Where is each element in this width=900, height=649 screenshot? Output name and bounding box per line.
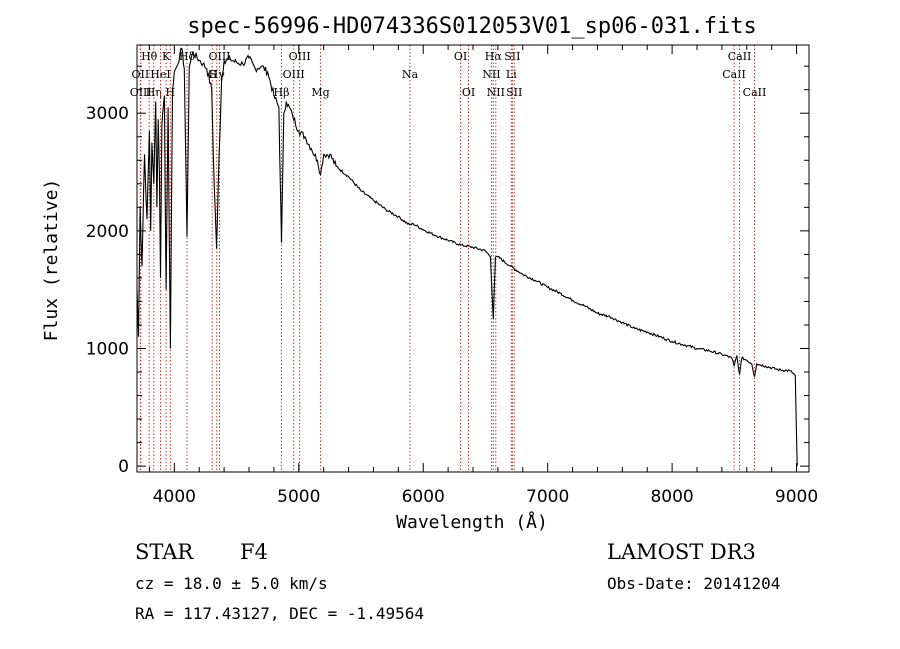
redshift-cz: cz = 18.0 ± 5.0 km/s: [135, 574, 328, 593]
x-tick-label: 7000: [526, 487, 569, 507]
marker-label: CaII: [722, 68, 746, 81]
marker-label: OI: [462, 86, 475, 99]
marker-label: OI: [454, 50, 467, 63]
marker-label: CaII: [743, 86, 767, 99]
marker-label: H: [166, 86, 176, 99]
marker-label: Hβ: [274, 86, 290, 99]
object-subclass: F4: [240, 540, 268, 564]
marker-label: OIII: [208, 50, 230, 63]
x-tick-label: 6000: [402, 487, 445, 507]
line-markers: HθOIIOIIIHηHeIKHHδGOIIIHγHβOIIIOIIIMgNaO…: [130, 45, 767, 472]
chart-title: spec-56996-HD074336S012053V01_sp06-031.f…: [187, 14, 757, 39]
marker-label: Li: [506, 68, 517, 81]
ra-dec: RA = 117.43127, DEC = -1.49564: [135, 604, 424, 623]
marker-label: OIII: [130, 86, 152, 99]
x-tick-label: 8000: [650, 487, 693, 507]
plot-frame: [136, 44, 810, 473]
x-axis: 4000 5000 6000 7000 8000 9000: [148, 45, 818, 507]
y-axis-label: Flux (relative): [41, 179, 62, 342]
x-tick-label: 9000: [775, 487, 818, 507]
marker-label: OIII: [283, 68, 305, 81]
marker-label: Hα: [485, 50, 503, 63]
observation-date: Obs-Date: 20141204: [607, 574, 781, 593]
survey-name: LAMOST DR3: [607, 540, 756, 564]
flux-series-line: [136, 47, 798, 467]
y-axis: 0 1000 2000 3000: [86, 65, 809, 477]
x-tick-label: 4000: [153, 487, 196, 507]
y-tick-label: 3000: [86, 104, 129, 124]
marker-label: OIII: [289, 50, 311, 63]
x-tick-label: 5000: [277, 487, 320, 507]
marker-label: Hθ: [141, 50, 158, 63]
y-tick-label: 2000: [86, 222, 129, 242]
marker-label: NII: [487, 86, 505, 99]
x-axis-label: Wavelength (Å): [396, 511, 548, 533]
marker-label: Hγ: [209, 68, 226, 81]
marker-label: HeI: [150, 68, 170, 81]
marker-label: K: [162, 50, 171, 63]
marker-label: SII: [506, 86, 522, 99]
y-tick-label: 0: [118, 457, 129, 477]
marker-label: G: [208, 68, 217, 81]
marker-label: Hη: [146, 86, 162, 99]
marker-label: Na: [402, 68, 419, 81]
marker-label: Mg: [311, 86, 329, 99]
marker-label: CaII: [728, 50, 752, 63]
marker-label: SII: [504, 50, 520, 63]
y-tick-label: 1000: [86, 339, 129, 359]
marker-label: NII: [482, 68, 500, 81]
object-class: STAR: [135, 540, 194, 564]
